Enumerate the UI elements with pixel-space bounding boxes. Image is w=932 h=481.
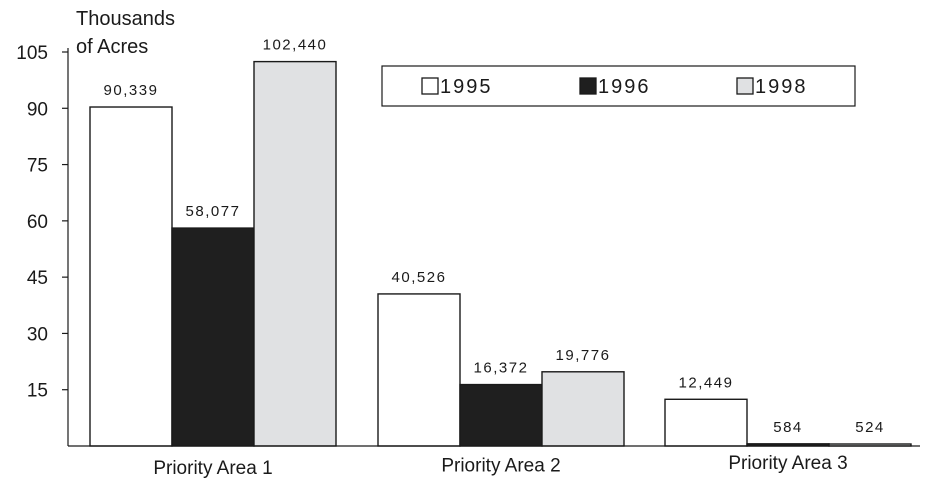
y-tick-label: 105 [16, 43, 48, 64]
data-label: 584 [773, 419, 803, 436]
bar-1995-area-2 [377, 293, 461, 447]
y-tick-label: 60 [27, 212, 48, 233]
y-tick-label: 90 [27, 99, 48, 120]
x-tick-label: Priority Area 1 [153, 458, 272, 479]
bar-1996-area-2 [459, 383, 543, 447]
x-tick-label: Priority Area 2 [441, 456, 560, 477]
y-axis-ticks: 15 30 45 60 75 90 105 [16, 43, 68, 402]
bar-1998-area-2 [541, 371, 625, 447]
data-label: 16,372 [474, 360, 529, 377]
bar-1995-area-3 [664, 398, 748, 447]
y-tick-label: 15 [27, 381, 48, 402]
data-label: 102,440 [263, 37, 328, 54]
legend-swatch-1995 [421, 77, 439, 95]
data-label: 40,526 [392, 269, 447, 286]
legend-label-1995: 1995 [440, 76, 493, 98]
x-axis-ticks: Priority Area 1 Priority Area 2 Priority A… [153, 453, 847, 479]
data-label: 58,077 [186, 203, 241, 220]
legend-label-1998: 1998 [755, 76, 808, 98]
data-label: 90,339 [104, 82, 159, 99]
bars-group [89, 60, 912, 447]
bar-1998-area-1 [253, 60, 337, 447]
y-axis-label-line1: Thousands [76, 8, 175, 30]
y-axis-label-line2: of Acres [76, 36, 148, 58]
data-label: 12,449 [679, 374, 734, 391]
legend-swatch-1998 [736, 77, 754, 95]
legend: 1995 1996 1998 [381, 65, 856, 107]
y-tick-label: 75 [27, 156, 48, 177]
bar-1996-area-1 [171, 227, 255, 447]
data-labels: 90,339 58,077 102,440 40,526 16,372 19,776 12,… [104, 37, 885, 436]
x-tick-label: Priority Area 3 [728, 453, 847, 474]
data-label: 524 [855, 419, 885, 436]
bar-1995-area-1 [89, 106, 173, 447]
y-tick-label: 30 [27, 324, 48, 345]
data-label: 19,776 [556, 347, 611, 364]
legend-label-1996: 1996 [598, 76, 651, 98]
y-tick-label: 45 [27, 268, 48, 289]
legend-box [381, 65, 856, 107]
legend-swatch-1996 [579, 77, 597, 95]
